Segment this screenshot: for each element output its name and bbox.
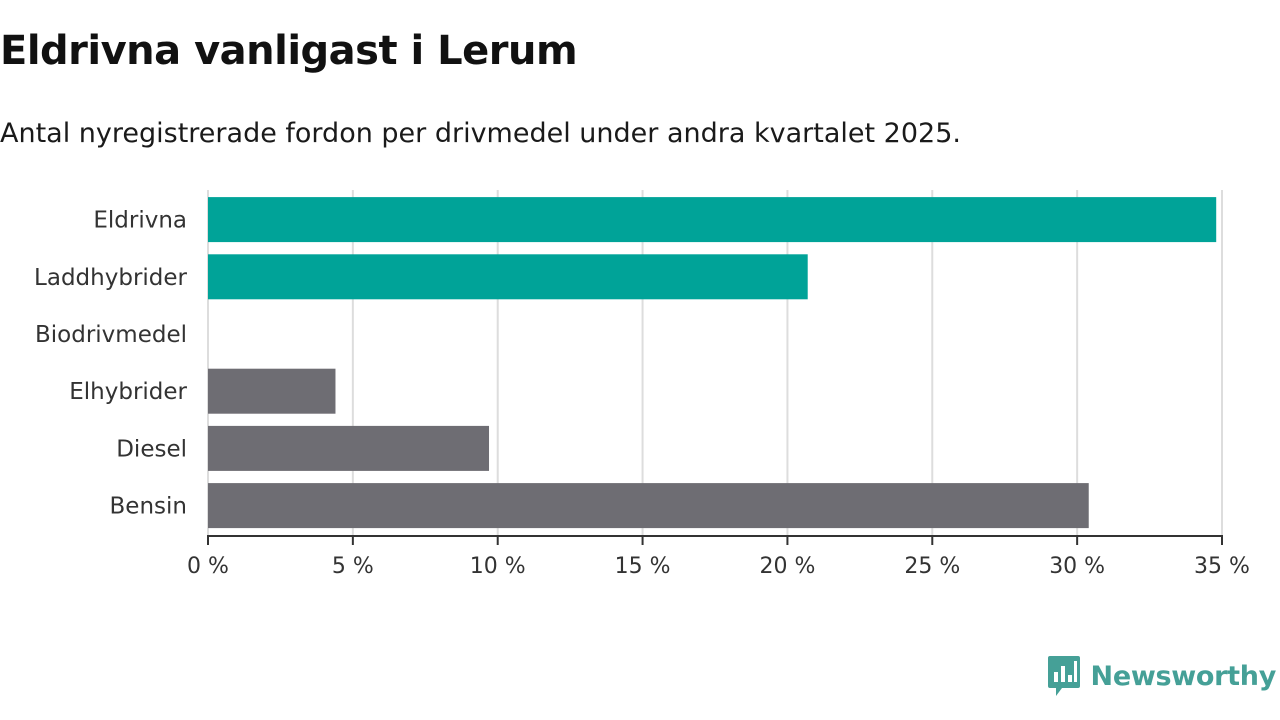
bar-elhybrider (208, 368, 336, 414)
bar-diesel (208, 425, 490, 471)
category-label: Bensin (110, 494, 187, 520)
grid-lines (207, 190, 1223, 536)
bars (208, 197, 1217, 529)
x-tick-label: 20 % (759, 554, 815, 579)
bar-bensin (208, 483, 1089, 529)
x-tick-label: 30 % (1049, 554, 1105, 579)
x-axis: 0 % 5 % 10 % 15 % 20 % 25 % 30 % 35 % (187, 535, 1250, 579)
x-tick-label: 25 % (904, 554, 960, 579)
bar-chart: Eldrivna Laddhybrider Biodrivmedel Elhybrid… (34, 190, 1250, 579)
bar-laddhybrider (208, 254, 808, 300)
category-label: Eldrivna (93, 208, 187, 234)
brand-name: Newsworthy (1090, 660, 1277, 692)
category-labels: Eldrivna Laddhybrider Biodrivmedel Elhybrid… (34, 208, 187, 520)
chart-subtitle: Antal nyregistrerade fordon per drivmede… (0, 118, 961, 149)
category-label: Laddhybrider (34, 265, 187, 291)
x-tick-label: 35 % (1194, 554, 1250, 579)
newsworthy-chart-bubble-icon (1047, 656, 1080, 696)
x-tick-label: 5 % (332, 554, 374, 579)
category-label: Elhybrider (69, 379, 187, 405)
x-tick-label: 10 % (470, 554, 526, 579)
brand: Newsworthy (1047, 654, 1276, 698)
category-label: Diesel (116, 436, 187, 462)
x-tick-label: 15 % (615, 554, 671, 579)
x-tick-label: 0 % (187, 554, 229, 579)
category-label: Biodrivmedel (35, 322, 187, 348)
bar-eldrivna (208, 197, 1217, 243)
chart-title: Eldrivna vanligast i Lerum (0, 28, 578, 74)
